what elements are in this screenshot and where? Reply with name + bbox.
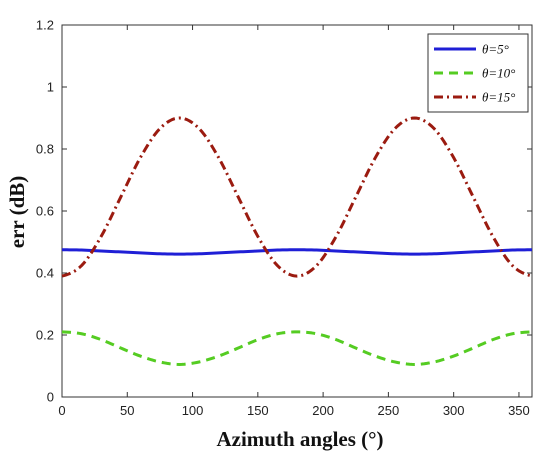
y-axis: 0 0.2 0.4 0.6 0.8 1 1.2 bbox=[36, 18, 532, 405]
x-axis: 0 50 100 150 200 250 300 350 bbox=[58, 25, 530, 418]
legend-entry: θ=15° bbox=[482, 90, 515, 105]
x-tick-label: 250 bbox=[378, 403, 400, 418]
x-tick-label: 350 bbox=[508, 403, 530, 418]
series-layer bbox=[61, 116, 533, 366]
x-tick-label: 200 bbox=[312, 403, 334, 418]
y-tick-label: 0.4 bbox=[36, 266, 54, 281]
y-tick-label: 0.6 bbox=[36, 204, 54, 219]
legend: θ=5° θ=10° θ=15° bbox=[427, 33, 529, 113]
series-line-1 bbox=[61, 248, 533, 256]
y-tick-label: 0 bbox=[47, 390, 54, 405]
x-axis-title: Azimuth angles (°) bbox=[216, 427, 383, 451]
series-line-3 bbox=[61, 116, 533, 278]
x-tick-label: 50 bbox=[120, 403, 134, 418]
legend-box bbox=[427, 33, 529, 113]
x-tick-label: 100 bbox=[182, 403, 204, 418]
legend-entry: θ=5° bbox=[482, 42, 509, 57]
series-line-2 bbox=[61, 330, 533, 366]
x-tick-label: 150 bbox=[247, 403, 269, 418]
y-tick-label: 0.2 bbox=[36, 328, 54, 343]
y-axis-title: err (dB) bbox=[5, 176, 29, 249]
y-tick-label: 0.8 bbox=[36, 142, 54, 157]
y-tick-label: 1.2 bbox=[36, 18, 54, 33]
legend-entry: θ=10° bbox=[482, 66, 515, 81]
y-tick-label: 1 bbox=[47, 80, 54, 95]
x-tick-label: 0 bbox=[58, 403, 65, 418]
x-tick-label: 300 bbox=[443, 403, 465, 418]
